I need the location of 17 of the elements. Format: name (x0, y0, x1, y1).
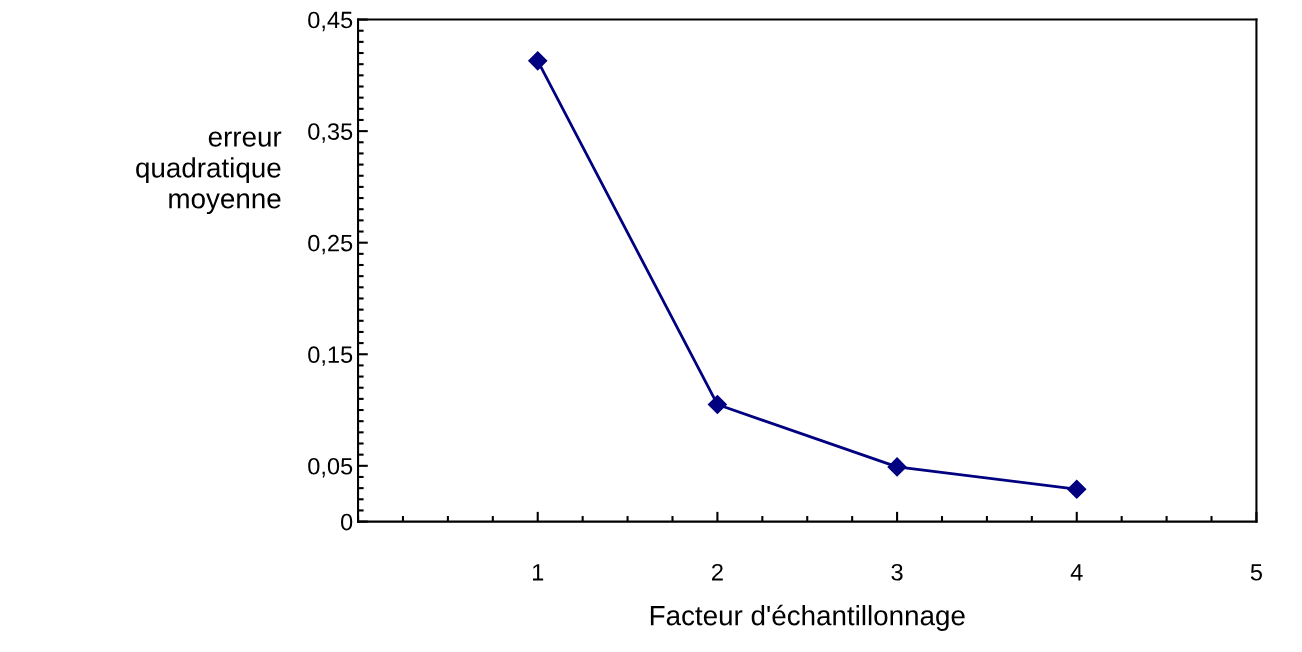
y-tick-label: 0,15 (308, 346, 353, 366)
y-tick-label: 0 (340, 513, 353, 531)
x-tick-label: 2 (712, 563, 723, 581)
x-tick-label: 5 (1250, 564, 1263, 581)
x-tick-label: 4 (1070, 564, 1083, 581)
x-tick-label: 3 (891, 563, 903, 581)
point (707, 394, 727, 414)
y-tick-label: 0,25 (308, 234, 353, 255)
point (887, 457, 907, 477)
y-tick-label: 0,45 (308, 11, 353, 32)
point (528, 51, 548, 71)
y-tick-label: 0,35 (308, 123, 353, 143)
point (1067, 479, 1087, 499)
x-tick-label: 1 (532, 564, 544, 581)
y-tick-label: 0,05 (308, 457, 353, 478)
x-axis-title: Facteur d'échantillonnage (650, 604, 965, 631)
y-axis-title: erreur quadratique moyenne (136, 131, 282, 215)
